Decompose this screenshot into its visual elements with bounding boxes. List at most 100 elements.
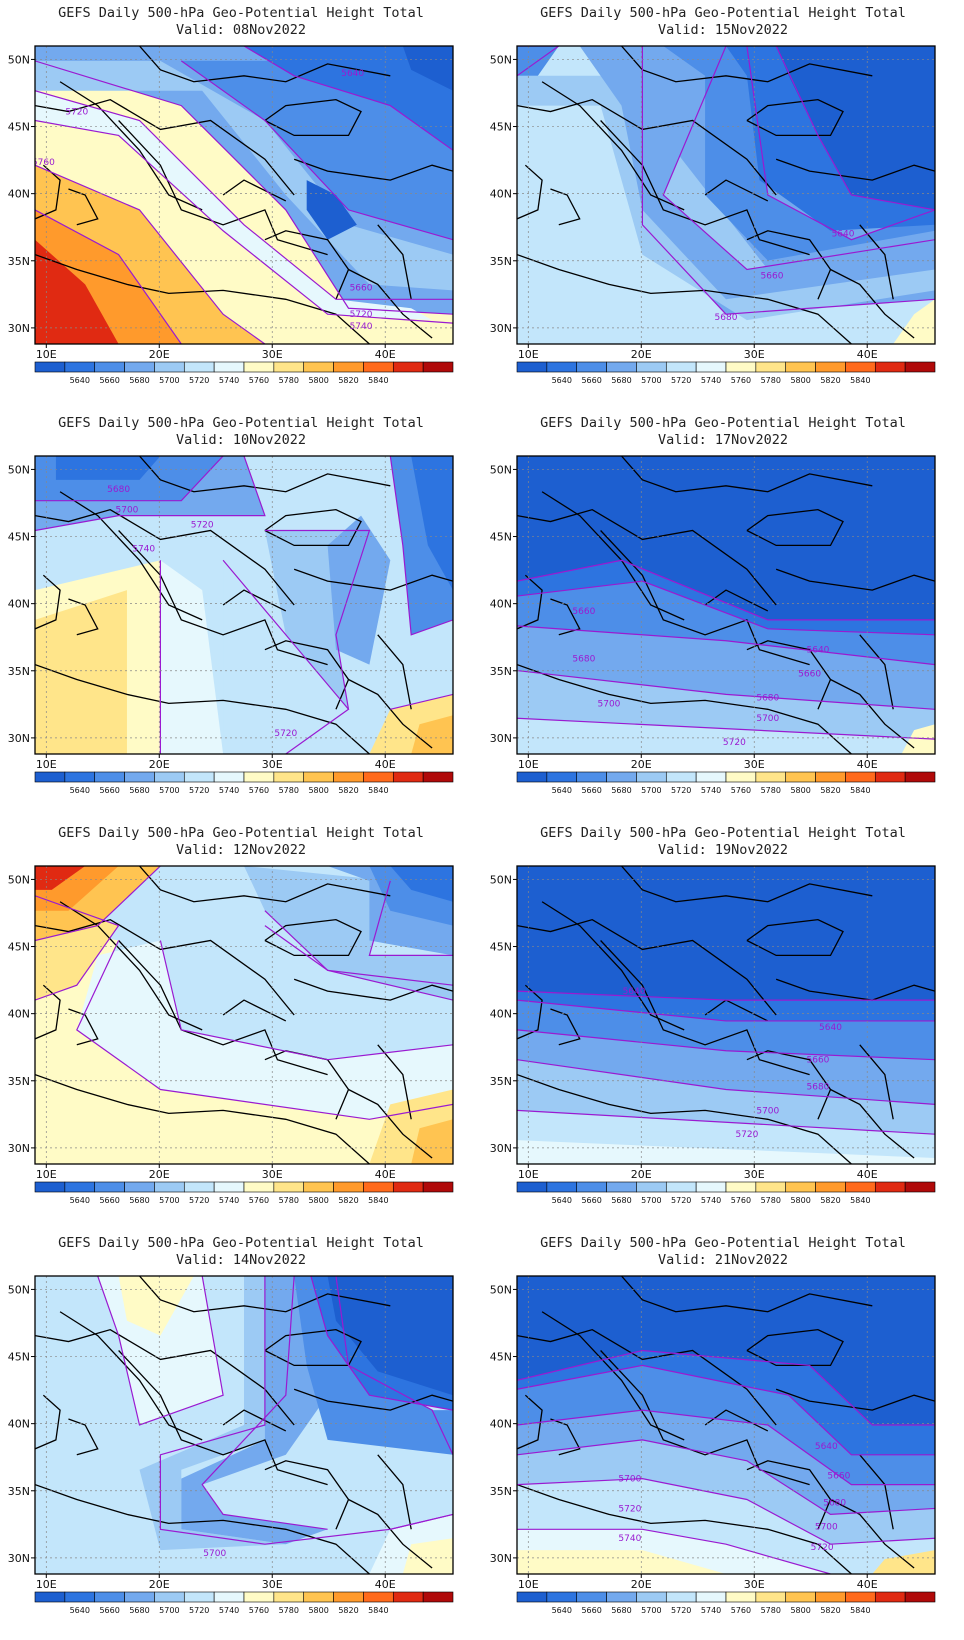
- coastline: [35, 574, 61, 630]
- coastline: [517, 918, 777, 1016]
- lat-tick-label: 40N: [490, 188, 512, 201]
- map-panel-p2: GEFS Daily 500-hPa Geo-Potential Height …: [482, 0, 964, 410]
- height-band: [411, 715, 453, 754]
- colorbar-label: 5800: [790, 1606, 810, 1615]
- contour-label: 5640: [832, 230, 855, 240]
- colorbar-swatch: [333, 361, 364, 373]
- colorbar-label: 5780: [279, 1196, 299, 1205]
- contour-line: [76, 940, 453, 1120]
- height-band: [663, 46, 935, 261]
- coastline: [35, 98, 295, 196]
- lat-tick-label: 45N: [490, 121, 512, 134]
- lon-tick-label: 40E: [375, 1168, 396, 1181]
- lat-tick-label: 45N: [490, 531, 512, 544]
- height-band: [517, 75, 935, 321]
- lon-tick-label: 30E: [744, 348, 765, 361]
- colorbar-label: 5700: [641, 376, 661, 385]
- colorbar-swatch: [422, 361, 454, 373]
- colorbar-swatch: [333, 1591, 364, 1603]
- coastline: [859, 1044, 894, 1120]
- coastline: [59, 901, 203, 1031]
- colorbar-swatch: [695, 361, 727, 373]
- colorbar-swatch: [725, 361, 757, 373]
- coastline: [35, 1394, 61, 1450]
- contour-label: 5700: [116, 506, 139, 516]
- lon-tick-label: 10E: [36, 348, 57, 361]
- coastline: [59, 491, 203, 621]
- colorbar-swatch: [576, 1591, 607, 1603]
- coastline: [35, 508, 295, 606]
- contour-label: 5680: [715, 313, 738, 323]
- map-svg: 5640 5640 5660 5680 5700 5720 50N 45N 40N 35N 30N 1…: [490, 865, 936, 1205]
- colorbar-label: 5700: [641, 1606, 661, 1615]
- colorbar-swatch: [785, 361, 816, 373]
- contour-line: [517, 1409, 935, 1486]
- lon-tick-label: 30E: [744, 1168, 765, 1181]
- coastline: [541, 81, 685, 211]
- colorbar-swatch: [363, 361, 394, 373]
- panel-title: GEFS Daily 500-hPa Geo-Potential Height …: [540, 825, 906, 841]
- colorbar-swatch: [904, 771, 936, 783]
- map-panel-p1: GEFS Daily 500-hPa Geo-Potential Height …: [0, 0, 482, 410]
- height-band: [118, 1276, 194, 1336]
- contour-line: [335, 1276, 453, 1456]
- colorbar-swatch: [34, 361, 66, 373]
- colorbar-swatch: [94, 1181, 125, 1193]
- coastline: [621, 456, 873, 493]
- coastline: [377, 224, 412, 300]
- colorbar-swatch: [546, 361, 578, 373]
- contour-line: [662, 46, 935, 271]
- colorbar-swatch: [333, 1181, 364, 1193]
- height-band: [411, 1119, 453, 1164]
- coastline: [600, 1350, 810, 1486]
- coastline: [550, 598, 581, 636]
- colorbar-swatch: [243, 1591, 275, 1603]
- height-band: [517, 1140, 935, 1164]
- lat-tick-label: 40N: [490, 1418, 512, 1431]
- coastline: [293, 158, 453, 181]
- colorbar-swatch: [273, 771, 305, 783]
- map-frame: [516, 1275, 936, 1575]
- colorbar-label: 5800: [308, 786, 328, 795]
- colorbar-label: 5740: [701, 786, 721, 795]
- colorbar-swatch: [636, 1591, 667, 1603]
- colorbar-swatch: [785, 1591, 816, 1603]
- colorbar-label: 5700: [159, 1196, 179, 1205]
- coastline: [517, 984, 543, 1040]
- lat-tick-label: 30N: [8, 1552, 30, 1565]
- height-band: [517, 664, 935, 740]
- coastline: [59, 1311, 203, 1441]
- coastline: [139, 46, 391, 83]
- colorbar-swatch: [154, 1591, 185, 1603]
- height-band: [223, 560, 349, 754]
- colorbar-swatch: [273, 1181, 305, 1193]
- coastline: [517, 1073, 852, 1164]
- height-band: [35, 590, 127, 754]
- lat-tick-label: 50N: [8, 1283, 30, 1296]
- colorbar-label: 5840: [850, 786, 870, 795]
- lat-tick-label: 40N: [490, 1008, 512, 1021]
- colorbar-label: 5840: [368, 786, 388, 795]
- map-svg: 5700 50N 45N 40N 35N 30N 10E 20E 30E 40E 5640 5660 5…: [8, 1275, 454, 1615]
- colorbar-label: 5680: [611, 1606, 631, 1615]
- height-band: [76, 940, 453, 1120]
- coastline: [775, 1388, 935, 1411]
- contour-label: 5720: [618, 1504, 641, 1514]
- lon-tick-label: 40E: [375, 348, 396, 361]
- contour-line: [517, 990, 935, 1001]
- colorbar-label: 5780: [761, 786, 781, 795]
- contour-line: [517, 46, 560, 77]
- coastline: [621, 1276, 873, 1313]
- contour-label: 5640: [623, 987, 646, 997]
- contour-line: [517, 717, 935, 740]
- coastline: [541, 901, 685, 1031]
- contour-line: [35, 164, 266, 344]
- contour-line: [180, 60, 453, 241]
- colorbar-swatch: [94, 771, 125, 783]
- height-band: [517, 1276, 935, 1425]
- colorbar-swatch: [606, 1591, 637, 1603]
- coastline: [68, 1008, 99, 1046]
- lat-tick-label: 40N: [8, 1008, 30, 1021]
- coastline: [746, 98, 844, 137]
- height-band: [35, 866, 86, 890]
